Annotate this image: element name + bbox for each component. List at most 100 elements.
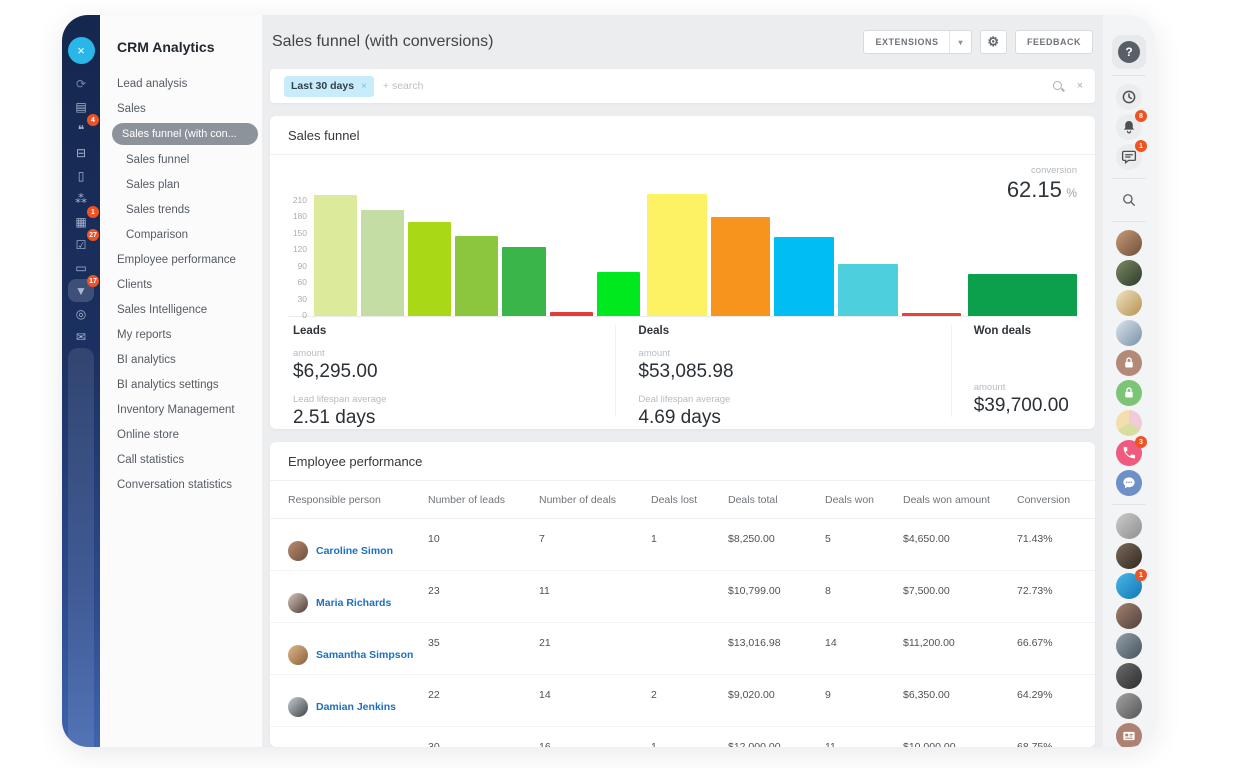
refresh-icon[interactable]: ⟳ <box>68 72 94 95</box>
filter-icon[interactable]: ▼ 17 <box>68 275 99 302</box>
rail-separator <box>1112 75 1146 76</box>
deals-lifespan-value: 4.69 days <box>638 407 721 428</box>
funnel-bar[interactable] <box>710 216 771 316</box>
filter-search-bar[interactable]: Last 30 days × + search × <box>270 69 1095 103</box>
app-window: × ⟳▤❝4⊟▯⁂▦1☑27▭▼17◎✉◆M⟨⟩A⊡2⇄⊔⌂✎∨?∴⚙+ CRM… <box>62 15 1155 747</box>
close-panel-button[interactable]: × <box>67 37 95 64</box>
left-icon-rail: × ⟳▤❝4⊟▯⁂▦1☑27▭▼17◎✉◆M⟨⟩A⊡2⇄⊔⌂✎∨?∴⚙+ <box>62 15 100 747</box>
user-avatar[interactable] <box>1116 663 1142 689</box>
filter-icon-glyph: ▼ <box>75 283 87 298</box>
user-avatar[interactable] <box>1116 320 1142 346</box>
sidebar-item-comparison[interactable]: Comparison <box>126 228 188 241</box>
lock-icon[interactable] <box>1116 380 1142 406</box>
bar-group-won-deals <box>968 191 1077 316</box>
sidebar-item-bi-analytics-settings[interactable]: BI analytics settings <box>117 378 219 391</box>
cell-lost: 1 <box>651 741 657 747</box>
chat-icon[interactable]: ❝ 4 <box>68 114 99 141</box>
team-icon[interactable]: ⁂ <box>68 187 94 210</box>
funnel-bar[interactable] <box>646 194 707 316</box>
sidebar-item-sales-funnel-with-con[interactable]: Sales funnel (with con... <box>112 123 258 145</box>
funnel-bar[interactable] <box>837 263 898 316</box>
printer-icon[interactable]: ⊟ <box>68 141 94 164</box>
help-icon[interactable]: ? <box>1112 35 1146 69</box>
channel-avatar[interactable]: 1 <box>1116 569 1147 599</box>
deals-stat: Deals amount $53,085.98 Deal lifespan av… <box>615 325 950 428</box>
person-link[interactable]: Samantha Simpson <box>316 649 414 661</box>
sidebar-item-clients[interactable]: Clients <box>117 278 153 291</box>
chat-round-icon[interactable] <box>1116 470 1142 496</box>
notification-badge: 27 <box>87 229 99 241</box>
funnel-bar[interactable] <box>314 195 358 316</box>
sidebar-item-sales-trends[interactable]: Sales trends <box>126 203 190 216</box>
search-icon[interactable] <box>1116 187 1142 213</box>
sidebar-item-conversation-statistics[interactable]: Conversation statistics <box>117 478 233 491</box>
sidebar-item-online-store[interactable]: Online store <box>117 428 180 441</box>
funnel-bar[interactable] <box>549 311 593 316</box>
rail-separator <box>1112 221 1146 222</box>
clear-search-icon[interactable]: × <box>1076 80 1083 92</box>
calendar-icon[interactable]: ▦ 1 <box>68 206 99 233</box>
nav-sidebar: CRM Analytics Lead analysis Sales Sales fu… <box>100 15 262 747</box>
notifications-bell-icon-glyph <box>1123 121 1135 134</box>
report-settings-button[interactable]: ⚙ <box>979 30 1007 54</box>
sidebar-item-lead-analysis[interactable]: Lead analysis <box>117 77 188 90</box>
cell-leads: 30 <box>428 741 440 747</box>
extensions-label[interactable]: EXTENSIONS <box>875 37 939 47</box>
chat-messages-icon[interactable]: 1 <box>1116 140 1147 170</box>
user-avatar[interactable] <box>1116 230 1142 256</box>
feedback-button[interactable]: FEEDBACK <box>1014 30 1093 54</box>
search-bar-actions: × <box>1052 80 1083 93</box>
person-link[interactable]: Maria Richards <box>316 597 392 609</box>
search-icon[interactable] <box>1052 80 1065 93</box>
chevron-down-icon[interactable]: ▾ <box>949 31 971 53</box>
user-avatar[interactable] <box>1116 513 1142 539</box>
funnel-bar[interactable] <box>968 273 1077 316</box>
user-avatar[interactable] <box>1116 603 1142 629</box>
search-placeholder[interactable]: + search <box>382 80 424 92</box>
sidebar-item-inventory-management[interactable]: Inventory Management <box>117 403 235 416</box>
products-icon[interactable]: ◆ <box>68 348 94 747</box>
date-filter-chip[interactable]: Last 30 days × <box>284 75 374 97</box>
user-avatar[interactable] <box>1116 633 1142 659</box>
sidebar-item-bi-analytics[interactable]: BI analytics <box>117 353 176 366</box>
person-link[interactable]: Caroline Simon <box>316 545 394 557</box>
leads-label: Leads <box>293 325 327 337</box>
user-avatar[interactable] <box>1116 693 1142 719</box>
sidebar-item-call-statistics[interactable]: Call statistics <box>117 453 185 466</box>
sidebar-item-my-reports[interactable]: My reports <box>117 328 172 341</box>
extensions-button[interactable]: EXTENSIONS ▾ <box>863 30 972 54</box>
document-icon[interactable]: ▯ <box>68 164 94 187</box>
funnel-bar[interactable] <box>502 246 546 316</box>
chat-messages-icon-glyph <box>1121 150 1137 164</box>
user-avatar[interactable] <box>1116 543 1142 569</box>
chip-remove-icon[interactable]: × <box>361 80 367 92</box>
contact-card-icon[interactable] <box>1116 723 1142 747</box>
person-link[interactable]: Damian Jenkins <box>316 701 396 713</box>
contacts-icon[interactable]: ▭ <box>68 256 94 279</box>
sidebar-item-sales-intelligence[interactable]: Sales Intelligence <box>117 303 208 316</box>
user-avatar[interactable] <box>1116 290 1142 316</box>
user-avatar[interactable] <box>1116 260 1142 286</box>
goals-icon[interactable]: ◎ <box>68 302 94 325</box>
phone-icon[interactable]: 3 <box>1116 436 1147 466</box>
funnel-bar[interactable] <box>774 237 834 316</box>
funnel-bar[interactable] <box>455 236 499 316</box>
funnel-bar[interactable] <box>901 313 962 316</box>
lock-icon[interactable] <box>1116 350 1142 376</box>
mail-icon[interactable]: ✉ <box>68 325 94 348</box>
sidebar-item-employee-performance[interactable]: Employee performance <box>117 253 236 266</box>
sidebar-item-sales[interactable]: Sales <box>117 102 146 115</box>
cell-won_amount: $7,500.00 <box>903 585 950 597</box>
conversion-value: 62.15 <box>1006 177 1062 202</box>
tasks-icon[interactable]: ☑ 27 <box>68 229 99 256</box>
notifications-bell-icon[interactable]: 8 <box>1116 110 1147 140</box>
sidebar-item-sales-funnel[interactable]: Sales funnel <box>126 153 190 166</box>
sidebar-item-sales-plan[interactable]: Sales plan <box>126 178 180 191</box>
group-avatar[interactable] <box>1116 410 1142 436</box>
cell-leads: 23 <box>428 585 440 597</box>
history-icon[interactable] <box>1116 84 1142 110</box>
funnel-bar[interactable] <box>408 222 452 316</box>
funnel-bar[interactable] <box>361 210 405 316</box>
funnel-bar[interactable] <box>596 272 640 316</box>
kanban-icon[interactable]: ▤ <box>68 95 94 118</box>
